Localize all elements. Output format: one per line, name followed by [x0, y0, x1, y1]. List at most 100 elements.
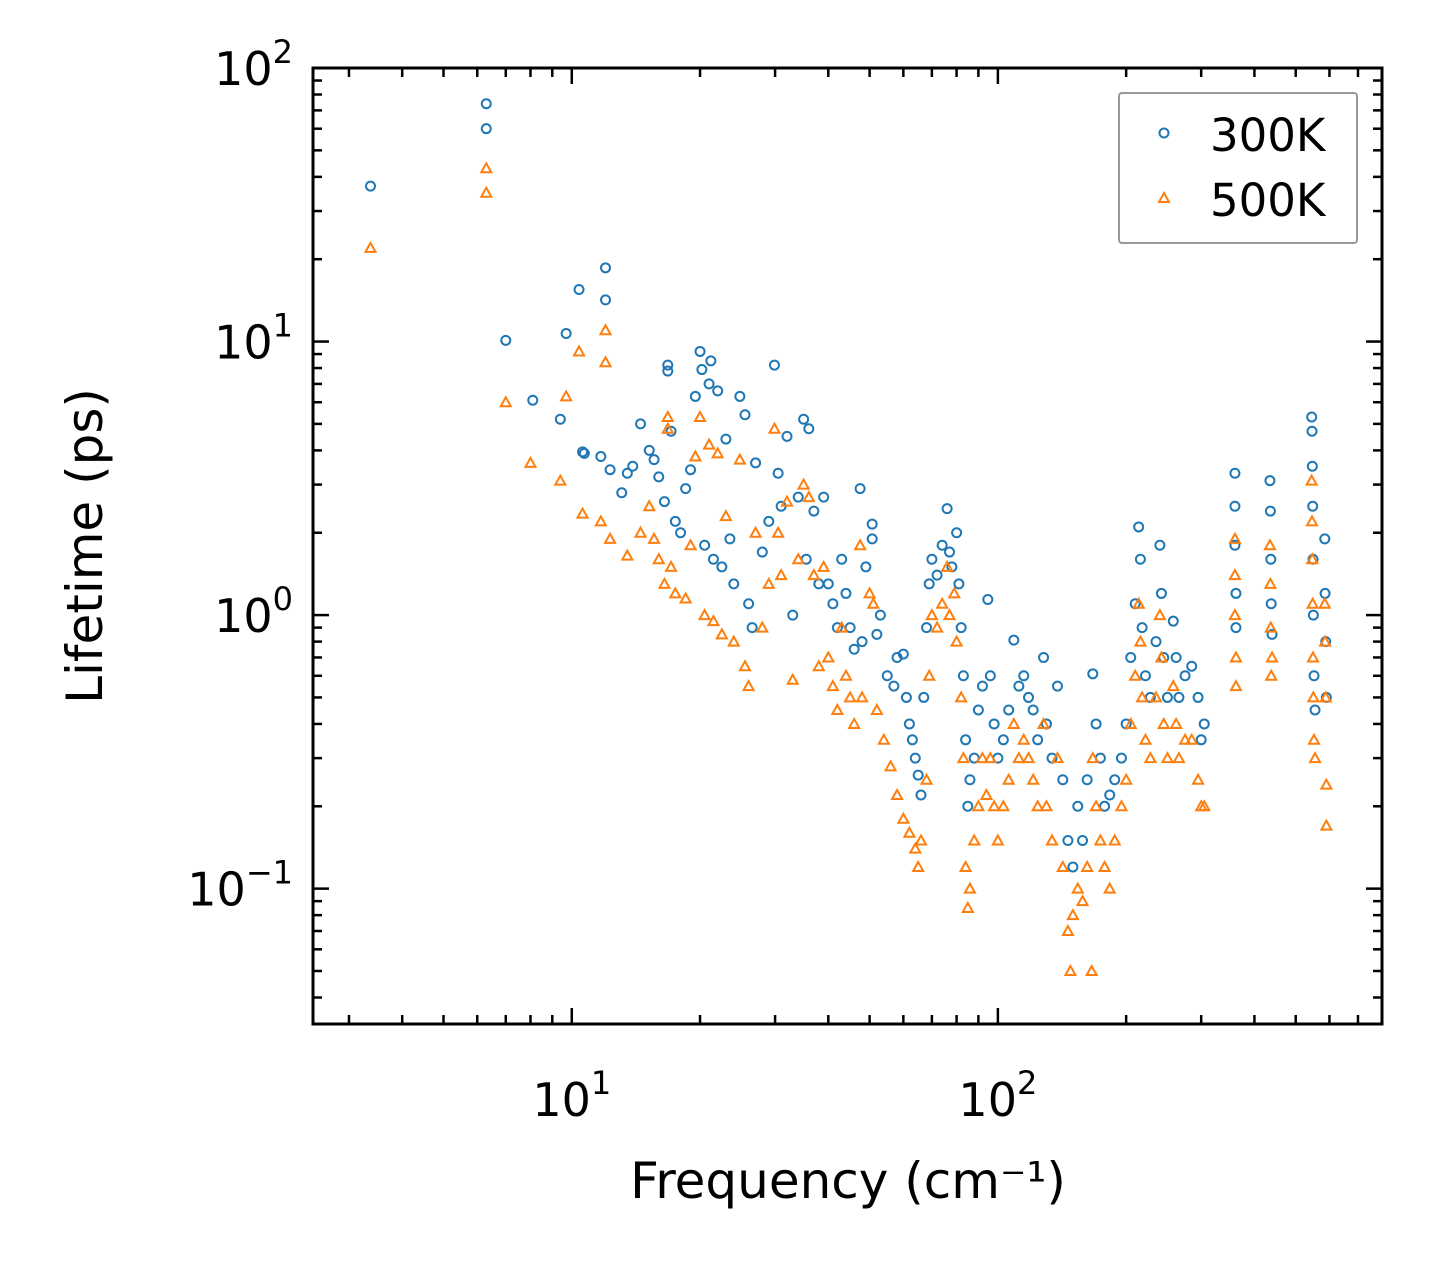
point-300K: [1266, 628, 1278, 640]
point-500K: [620, 548, 635, 561]
point-300K: [903, 718, 915, 730]
point-500K: [1305, 514, 1319, 527]
point-300K: [665, 425, 677, 437]
legend-circle-marker-icon: [1158, 127, 1170, 139]
point-300K: [1307, 500, 1319, 512]
point-500K: [1084, 963, 1099, 976]
x-tick-label: 102: [958, 1064, 1037, 1127]
point-500K: [839, 668, 853, 681]
y-tick-labels: 102 101 100 10−1: [187, 33, 293, 917]
legend-label-300k: 300K: [1210, 109, 1327, 162]
point-500K: [603, 531, 617, 544]
y-axis-label: Lifetime (ps): [56, 388, 114, 704]
point-500K: [1228, 608, 1242, 621]
point-500K: [715, 627, 729, 640]
point-500K: [598, 355, 613, 368]
point-500K: [727, 634, 741, 647]
point-300K: [1032, 734, 1044, 746]
point-300K: [648, 454, 660, 466]
point-500K: [1228, 531, 1242, 544]
point-500K: [710, 446, 725, 459]
point-500K: [553, 473, 568, 486]
point-500K: [688, 449, 703, 462]
point-300K: [554, 413, 566, 425]
point-300K: [955, 622, 967, 634]
point-500K: [802, 490, 816, 503]
point-500K: [702, 437, 716, 450]
point-500K: [642, 499, 656, 512]
point-500K: [914, 833, 928, 846]
point-300K: [1319, 533, 1331, 545]
point-500K: [1160, 751, 1175, 764]
point-500K: [1119, 772, 1133, 785]
point-300K: [926, 553, 938, 565]
point-500K: [1172, 751, 1186, 764]
point-300K: [900, 691, 912, 703]
point-500K: [697, 608, 712, 621]
point-500K: [1114, 799, 1129, 812]
legend-triangle-marker-icon: [1157, 190, 1171, 203]
point-300K: [480, 98, 492, 110]
point-300K: [918, 691, 930, 703]
point-300K: [621, 467, 633, 479]
point-500K: [791, 552, 805, 565]
point-500K: [807, 568, 821, 581]
point-500K: [1007, 716, 1021, 729]
point-300K: [1229, 467, 1241, 479]
point-300K: [1186, 660, 1198, 672]
point-500K: [1169, 716, 1183, 729]
point-500K: [826, 679, 840, 692]
point-300K: [1230, 622, 1242, 634]
point-500K: [1265, 650, 1279, 663]
point-500K: [796, 477, 811, 490]
point-500K: [1086, 751, 1100, 764]
point-300K: [1038, 651, 1050, 663]
point-500K: [971, 799, 986, 812]
point-500K: [870, 702, 884, 715]
point-300K: [1027, 704, 1039, 716]
point-300K: [1229, 539, 1241, 551]
point-500K: [1319, 690, 1333, 703]
point-500K: [1138, 732, 1153, 745]
point-500K: [683, 538, 698, 551]
x-axis-label: Frequency (cm⁻¹): [630, 1152, 1066, 1210]
point-500K: [479, 161, 493, 174]
point-300K: [746, 622, 758, 634]
point-500K: [958, 859, 973, 872]
point-300K: [696, 364, 708, 376]
point-300K: [1264, 505, 1276, 517]
point-500K: [908, 841, 922, 854]
point-300K: [982, 594, 994, 606]
legend: 300K 500K: [1118, 92, 1358, 244]
point-300K: [635, 418, 647, 430]
point-500K: [771, 525, 785, 538]
point-500K: [1319, 777, 1334, 790]
point-500K: [979, 787, 994, 800]
point-300K: [743, 598, 755, 610]
point-300K: [600, 294, 612, 306]
point-300K: [792, 491, 804, 503]
point-500K: [598, 323, 613, 336]
x-tick-labels: 101 102: [532, 1064, 1037, 1127]
legend-label-500k: 500K: [1210, 174, 1327, 227]
point-500K: [1318, 596, 1332, 609]
point-500K: [967, 833, 981, 846]
point-300K: [881, 670, 893, 682]
point-500K: [774, 568, 788, 581]
point-500K: [1017, 732, 1031, 745]
point-300K: [1230, 587, 1242, 599]
point-500K: [940, 559, 954, 572]
point-300K: [1099, 800, 1111, 812]
point-300K: [600, 262, 612, 274]
data-points: [363, 98, 1334, 976]
point-300K: [988, 718, 1000, 730]
point-500K: [935, 596, 949, 609]
point-300K: [822, 578, 834, 590]
point-500K: [963, 881, 977, 894]
point-500K: [975, 751, 990, 764]
point-500K: [664, 559, 678, 572]
point-500K: [847, 716, 861, 729]
point-500K: [661, 409, 675, 422]
point-500K: [1305, 596, 1320, 609]
point-500K: [890, 787, 904, 800]
